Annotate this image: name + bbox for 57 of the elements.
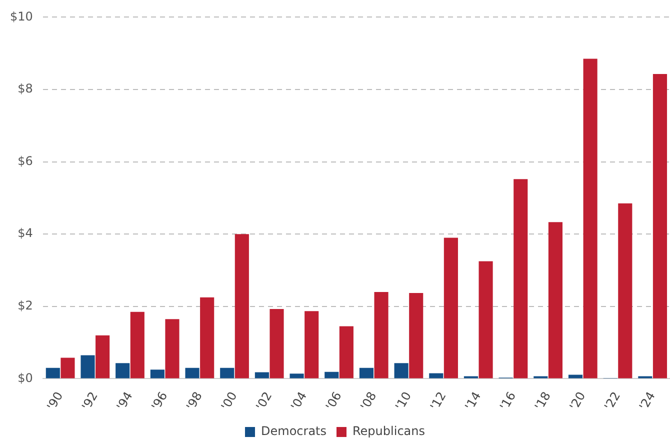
x-tick-label: '94 bbox=[114, 389, 136, 412]
bar bbox=[46, 368, 60, 378]
x-tick-label: '12 bbox=[427, 389, 449, 412]
bar bbox=[200, 297, 214, 378]
bar bbox=[568, 374, 583, 378]
x-tick-label: '22 bbox=[602, 389, 624, 412]
x-tick-label: '24 bbox=[636, 389, 658, 412]
bar bbox=[290, 374, 304, 378]
y-tick-label: $0 bbox=[18, 370, 33, 385]
bar bbox=[96, 335, 110, 378]
bar bbox=[374, 292, 388, 378]
x-tick-label: '10 bbox=[392, 389, 414, 412]
bar bbox=[583, 58, 598, 378]
x-tick-label: '04 bbox=[288, 389, 310, 412]
bar bbox=[270, 308, 284, 378]
x-tick-label: '96 bbox=[148, 389, 170, 412]
x-tick-label: '18 bbox=[532, 389, 554, 412]
bar bbox=[304, 311, 319, 378]
legend-label: Republicans bbox=[352, 424, 425, 438]
y-tick-label: $10 bbox=[10, 9, 33, 24]
x-tick-label: '20 bbox=[566, 389, 588, 412]
bar bbox=[116, 363, 130, 378]
bar bbox=[409, 293, 424, 378]
bar bbox=[514, 179, 528, 378]
bar bbox=[359, 368, 374, 378]
bar bbox=[394, 363, 408, 378]
x-tick-label: '98 bbox=[184, 389, 205, 412]
x-tick-label: '08 bbox=[358, 389, 380, 412]
bar bbox=[444, 238, 458, 378]
y-tick-label: $2 bbox=[18, 298, 33, 313]
bar bbox=[478, 261, 493, 378]
bar bbox=[80, 355, 95, 378]
x-tick-label: '90 bbox=[44, 389, 66, 412]
y-tick-label: $6 bbox=[18, 154, 33, 168]
bar bbox=[548, 222, 562, 378]
bar bbox=[150, 370, 164, 378]
x-tick-label: '02 bbox=[253, 389, 275, 412]
legend-label: Democrats bbox=[261, 424, 327, 438]
y-tick-label: $8 bbox=[18, 82, 33, 96]
bar bbox=[220, 368, 234, 378]
x-tick-label: '00 bbox=[218, 389, 240, 412]
bar bbox=[60, 358, 75, 378]
bar bbox=[130, 312, 144, 378]
x-tick-label: '92 bbox=[79, 389, 100, 412]
bar bbox=[618, 203, 632, 378]
bar bbox=[339, 326, 354, 378]
bar bbox=[652, 74, 668, 378]
bar bbox=[165, 319, 180, 378]
x-tick-label: '06 bbox=[322, 389, 344, 412]
bar bbox=[429, 373, 444, 378]
x-tick-label: '16 bbox=[497, 389, 519, 412]
x-tick-label: '14 bbox=[462, 389, 484, 412]
bar bbox=[324, 372, 339, 378]
bar bbox=[185, 368, 200, 378]
bar bbox=[234, 234, 249, 378]
y-tick-label: $4 bbox=[18, 226, 33, 240]
bar bbox=[254, 372, 269, 378]
